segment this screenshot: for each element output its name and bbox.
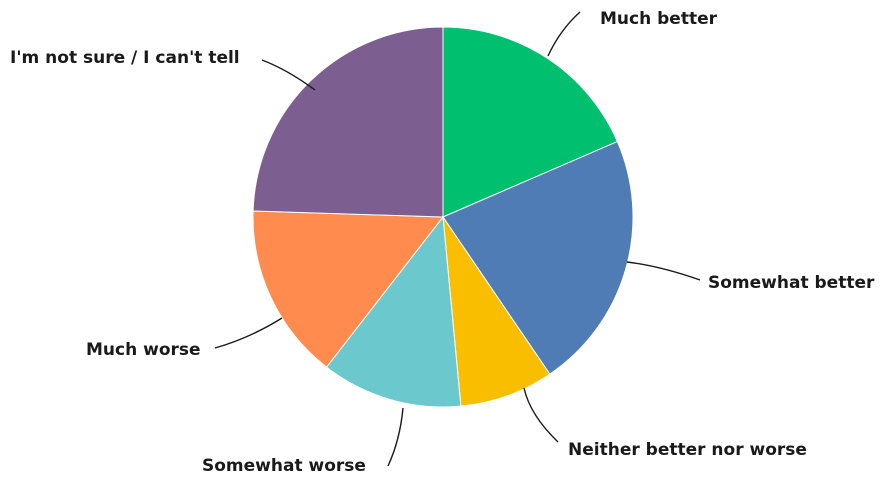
leader-line-much-better — [547, 11, 581, 57]
pie-slice-much-worse — [252, 210, 444, 368]
leader-line-somewhat-worse — [387, 407, 404, 467]
pie-slice-somewhat-better — [442, 140, 634, 375]
leader-line-i-m-not-sure-i-can-t-tell — [261, 59, 316, 91]
leader-lines-layer — [214, 11, 701, 467]
pie-slice-much-better — [442, 26, 619, 218]
slice-label-much-worse: Much worse — [86, 340, 201, 360]
slices-layer — [252, 26, 634, 408]
slice-label-somewhat-better: Somewhat better — [708, 273, 875, 293]
pie-slice-i-m-not-sure-i-can-t-tell — [252, 26, 444, 218]
slice-label-i-m-not-sure-i-can-t-tell: I'm not sure / I can't tell — [10, 48, 240, 68]
leader-line-much-worse — [214, 317, 283, 349]
pie-slice-neither-better-nor-worse — [442, 216, 551, 407]
slice-label-much-better: Much better — [600, 9, 718, 29]
leader-line-somewhat-better — [626, 261, 701, 281]
labels-layer: Much better Somewhat better Neither better… — [10, 9, 875, 476]
slice-label-somewhat-worse: Somewhat worse — [202, 456, 366, 476]
slice-label-neither-better-nor-worse: Neither better nor worse — [568, 440, 807, 460]
pie-slice-somewhat-worse — [325, 215, 462, 408]
leader-line-neither-better-nor-worse — [523, 387, 559, 443]
